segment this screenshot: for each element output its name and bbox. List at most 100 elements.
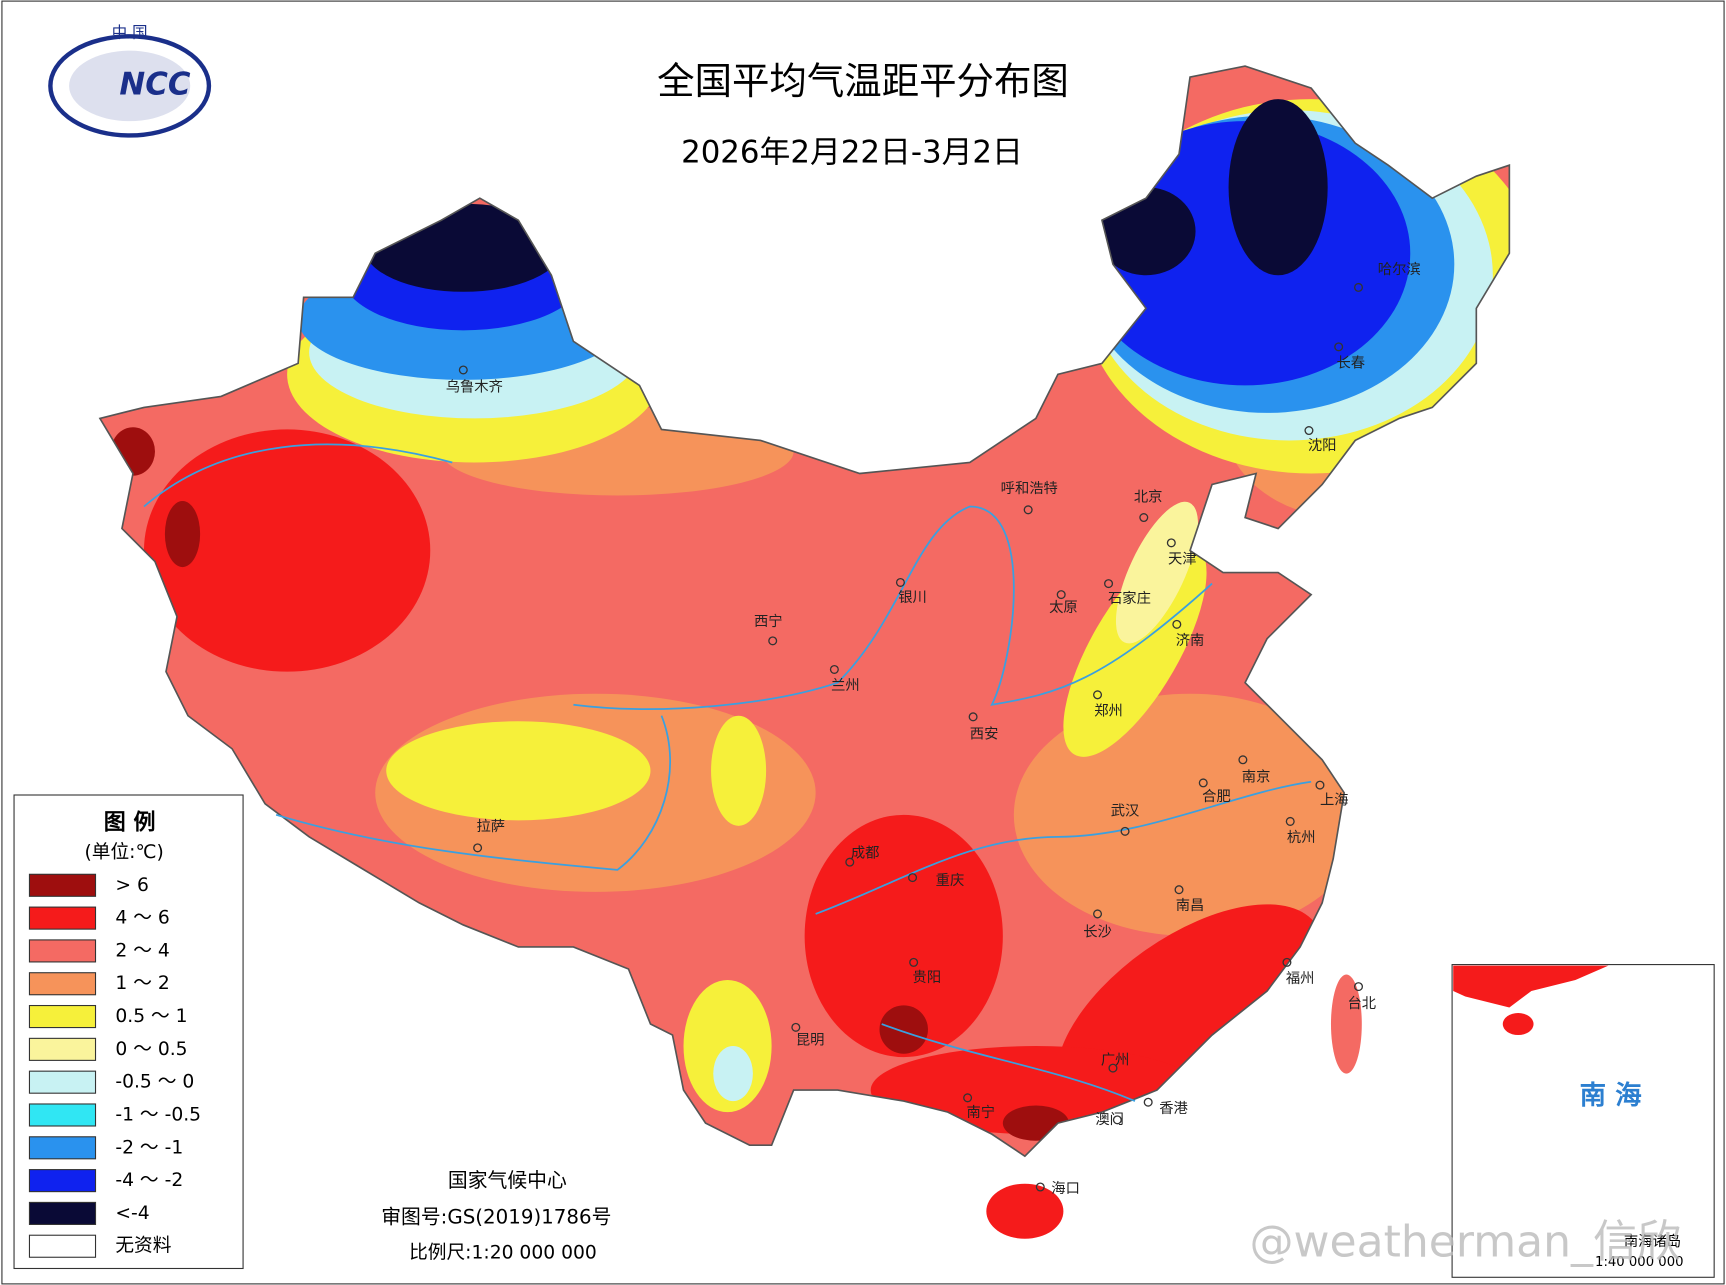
city-label: 沈阳 bbox=[1308, 437, 1337, 454]
city-dot bbox=[1093, 690, 1103, 700]
city-label: 石家庄 bbox=[1108, 589, 1151, 607]
city-label: 长春 bbox=[1336, 354, 1365, 371]
city-label: 太原 bbox=[1049, 599, 1078, 616]
city-dot bbox=[1056, 590, 1066, 600]
city-label: 北京 bbox=[1134, 489, 1163, 506]
city-dot bbox=[1353, 282, 1364, 292]
city-dot bbox=[1304, 426, 1314, 436]
city-label: 兰州 bbox=[831, 677, 860, 694]
city-dot bbox=[1334, 342, 1344, 352]
city-dot bbox=[1143, 1097, 1153, 1107]
inset-scale: 1:40 000 000 bbox=[1595, 1255, 1683, 1270]
legend-swatch bbox=[28, 939, 97, 963]
city-dot bbox=[1172, 619, 1182, 629]
legend-swatch bbox=[28, 1234, 97, 1258]
city-dot bbox=[1093, 909, 1103, 919]
city-dot bbox=[1353, 982, 1364, 992]
city-dot bbox=[829, 664, 839, 674]
city-label: 贵阳 bbox=[913, 969, 942, 986]
watermark: @weatherman_信欣 bbox=[1250, 1216, 1682, 1267]
legend-swatch bbox=[28, 1169, 97, 1193]
city-label: 拉萨 bbox=[477, 818, 506, 835]
city-label: 郑州 bbox=[1094, 702, 1123, 719]
city-dot bbox=[908, 873, 918, 883]
legend-swatch bbox=[28, 1004, 97, 1029]
city-label: 成都 bbox=[851, 844, 880, 861]
city-dot bbox=[963, 1093, 973, 1103]
legend-label: 1 ～ 2 bbox=[115, 973, 169, 994]
scale: 比例尺:1:20 000 000 bbox=[409, 1243, 597, 1264]
legend-swatch bbox=[28, 1201, 97, 1225]
city-label: 海口 bbox=[1051, 1180, 1080, 1197]
legend-label: -1 ～ -0.5 bbox=[115, 1104, 201, 1125]
subtitle: 2026年2月22日-3月2日 bbox=[681, 135, 1023, 171]
legend-label: -2 ～ -1 bbox=[115, 1137, 183, 1158]
legend-label: 无资料 bbox=[115, 1236, 171, 1257]
city-label: 上海 bbox=[1320, 792, 1349, 809]
city-label: 呼和浩特 bbox=[1001, 480, 1058, 497]
city-label: 福州 bbox=[1286, 970, 1315, 987]
city-label: 合肥 bbox=[1202, 788, 1231, 805]
city-dot bbox=[1139, 513, 1149, 523]
city-label: 银川 bbox=[898, 589, 927, 606]
logo: 中 国 NCC bbox=[48, 24, 212, 138]
legend-swatch bbox=[28, 906, 97, 930]
city-label: 乌鲁木齐 bbox=[446, 379, 503, 396]
city-dot bbox=[1198, 778, 1208, 788]
city-label: 昆明 bbox=[796, 1033, 825, 1049]
rivers bbox=[143, 443, 1312, 1102]
city-dot bbox=[1023, 505, 1033, 515]
city-dot bbox=[895, 577, 905, 588]
legend-label: 0 ～ 0.5 bbox=[115, 1039, 187, 1060]
legend-label: 0.5 ～ 1 bbox=[115, 1006, 187, 1027]
title: 全国平均气温距平分布图 bbox=[657, 59, 1069, 103]
city-dot bbox=[1035, 1182, 1045, 1192]
legend-swatch bbox=[28, 1070, 97, 1094]
inset-islands: 南海诸岛 bbox=[1624, 1233, 1681, 1250]
city-label: 西宁 bbox=[754, 613, 783, 630]
legend-title: 图 例 bbox=[104, 811, 156, 836]
city-label: 济南 bbox=[1176, 632, 1205, 649]
city-label: 台北 bbox=[1348, 995, 1377, 1012]
city-dot bbox=[473, 843, 483, 853]
city-label: 香港 bbox=[1159, 1100, 1188, 1117]
city-dot bbox=[1285, 816, 1295, 826]
city-label: 广州 bbox=[1101, 1051, 1130, 1068]
legend-label: -0.5 ～ 0 bbox=[115, 1072, 194, 1093]
logo-name: NCC bbox=[119, 66, 190, 102]
city-label: 澳门 bbox=[1095, 1111, 1124, 1128]
city-dot bbox=[909, 957, 919, 967]
city-dot bbox=[1108, 1063, 1118, 1073]
city-dot bbox=[1282, 957, 1292, 967]
city-label: 南宁 bbox=[967, 1104, 996, 1121]
legend-label: 2 ～ 4 bbox=[115, 940, 169, 961]
review-number: 审图号:GS(2019)1786号 bbox=[381, 1205, 611, 1228]
city-label: 西安 bbox=[970, 725, 999, 742]
city-dot bbox=[768, 636, 778, 646]
city-dot bbox=[1238, 755, 1248, 765]
legend-swatch bbox=[28, 1037, 97, 1061]
city-dot bbox=[1112, 1115, 1122, 1125]
city-label: 哈尔滨 bbox=[1378, 261, 1421, 278]
city-label: 天津 bbox=[1168, 550, 1197, 567]
inset: 南 海 南海诸岛 1:40 000 000 bbox=[1451, 964, 1715, 1278]
inset-label: 南 海 bbox=[1580, 1080, 1642, 1111]
city-label: 重庆 bbox=[936, 872, 965, 889]
city-dot bbox=[1315, 780, 1325, 790]
city-label: 杭州 bbox=[1287, 829, 1316, 846]
legend-unit: (单位:℃) bbox=[84, 842, 163, 863]
city-dot bbox=[458, 365, 468, 375]
legend-swatch bbox=[28, 972, 97, 996]
legend-swatch bbox=[28, 1103, 97, 1127]
legend-swatch bbox=[28, 873, 97, 897]
city-label: 武汉 bbox=[1111, 803, 1140, 820]
city-label: 南京 bbox=[1242, 768, 1271, 785]
agency: 国家气候中心 bbox=[448, 1169, 567, 1192]
city-dot bbox=[1166, 538, 1176, 548]
taiwan bbox=[1330, 974, 1362, 1074]
legend: 图 例 (单位:℃) > 6 4 ～ 6 2 ～ 4 1 ～ 2 0.5 ～ 1 0 ～ … bbox=[13, 794, 244, 1270]
legend-label: > 6 bbox=[115, 875, 149, 896]
